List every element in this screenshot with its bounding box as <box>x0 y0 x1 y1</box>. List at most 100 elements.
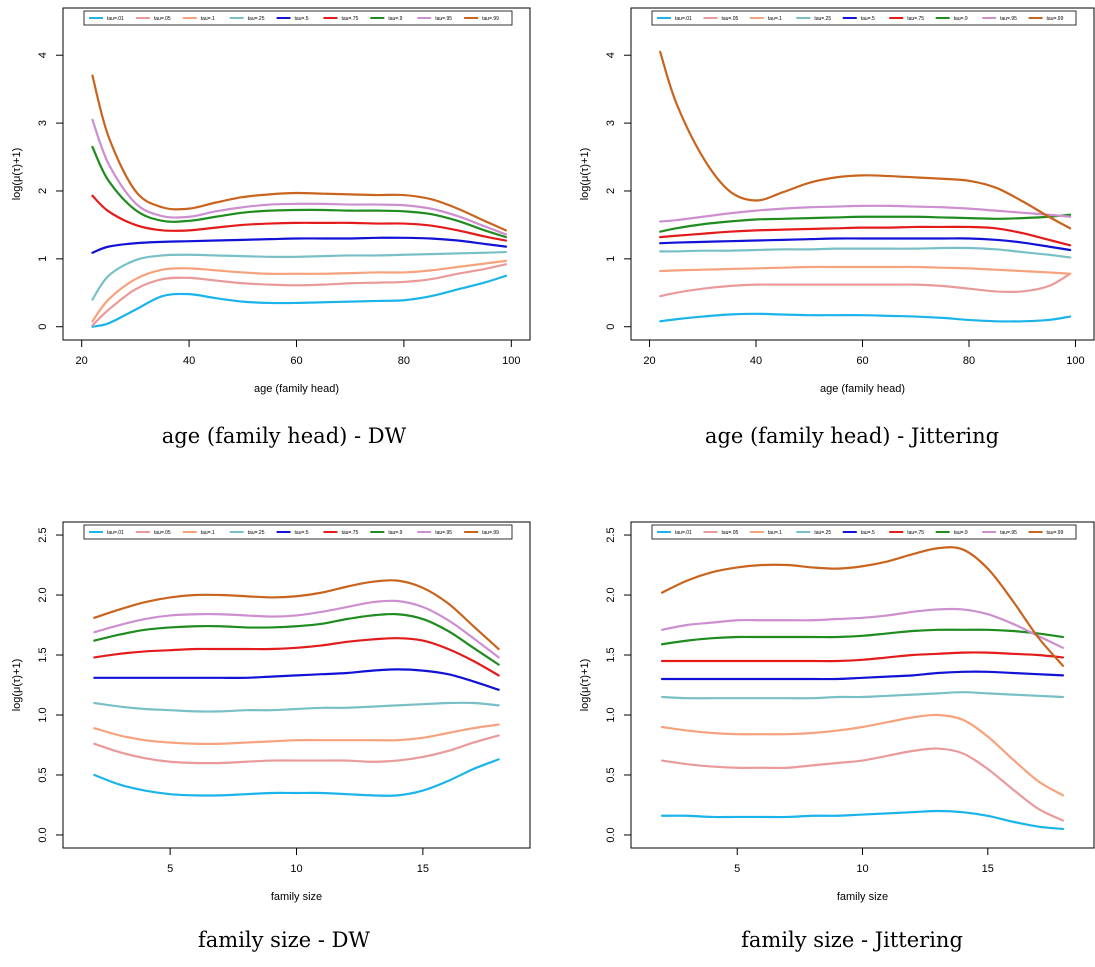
x-tick-label: 40 <box>183 355 195 367</box>
y-tick-label: 0.5 <box>605 767 617 782</box>
legend-label: tau=.05 <box>721 530 738 536</box>
y-tick-label: 3 <box>37 120 49 126</box>
y-tick-label: 0 <box>37 324 49 330</box>
y-tick-label: 2.5 <box>37 527 49 542</box>
legend-label: tau=.1 <box>201 530 215 536</box>
x-axis-label: family size <box>271 891 322 903</box>
legend-label: tau=.99 <box>482 530 499 536</box>
series-line-1 <box>659 312 1072 323</box>
legend-label: tau=.95 <box>1000 530 1017 536</box>
legend-label: tau=.99 <box>482 16 499 22</box>
x-axis-label: age (family head) <box>820 383 905 395</box>
series-line-8 <box>659 204 1072 223</box>
series-line-6 <box>660 651 1065 663</box>
legend-box <box>651 524 1077 540</box>
legend-label: tau=.75 <box>341 16 358 22</box>
x-tick-label: 15 <box>982 863 994 875</box>
legend-label: tau=.05 <box>154 16 171 22</box>
y-tick-label: 2.0 <box>37 587 49 602</box>
series-line-4 <box>659 246 1072 259</box>
x-axis-label: family size <box>837 891 888 903</box>
y-tick-label: 0.0 <box>37 827 49 842</box>
series-line-8 <box>660 607 1065 649</box>
series-line-9 <box>659 50 1072 230</box>
y-axis-label: log(μ(τ)+1) <box>11 659 23 712</box>
x-axis-label: age (family head) <box>254 383 339 395</box>
x-tick-label: 100 <box>502 355 520 367</box>
chart-panel-4: 5 10 15 0.0 0.5 1.0 1.5 2.0 2.5 family size log(μ(… <box>579 521 1095 903</box>
x-tick-label: 40 <box>750 355 762 367</box>
series-line-9 <box>93 579 500 651</box>
x-tick-label: 60 <box>856 355 868 367</box>
y-tick-label: 3 <box>605 120 617 126</box>
series-line-4 <box>93 701 500 713</box>
y-tick-label: 4 <box>37 52 49 58</box>
legend-label: tau=.75 <box>341 530 358 536</box>
series-line-3 <box>91 259 508 323</box>
legend-label: tau=.01 <box>107 530 124 536</box>
x-tick-label: 10 <box>856 863 868 875</box>
x-tick-label: 100 <box>1066 355 1084 367</box>
y-tick-label: 1.5 <box>37 647 49 662</box>
legend-label: tau=.01 <box>675 16 692 22</box>
legend-label: tau=.9 <box>954 530 968 536</box>
legend-label: tau=.25 <box>814 16 831 22</box>
y-tick-label: 2.5 <box>605 527 617 542</box>
series-line-5 <box>659 237 1072 252</box>
x-tick-label: 5 <box>167 863 173 875</box>
legend-box <box>83 10 513 26</box>
series-line-3 <box>660 713 1065 797</box>
series-group <box>659 50 1072 323</box>
caption-age-dw: age (family head) - DW <box>161 424 407 448</box>
x-tick-label: 20 <box>76 355 88 367</box>
legend-label: tau=.5 <box>295 530 309 536</box>
legend-label: tau=.75 <box>907 16 924 22</box>
series-group <box>660 546 1065 831</box>
series-line-1 <box>660 809 1065 831</box>
y-tick-label: 0.5 <box>37 767 49 782</box>
legend-label: tau=.01 <box>107 16 124 22</box>
chart-panel-1: 20 40 60 80 100 0 1 2 3 4 age (family head) log(μ(τ… <box>11 7 531 395</box>
y-tick-label: 0 <box>605 324 617 330</box>
caption-age-jittering: age (family head) - Jittering <box>704 424 1000 448</box>
series-line-3 <box>659 265 1072 275</box>
legend-label: tau=.5 <box>295 16 309 22</box>
legend-label: tau=.9 <box>388 530 402 536</box>
legend-label: tau=.25 <box>248 530 265 536</box>
y-tick-label: 2 <box>605 188 617 194</box>
legend-label: tau=.05 <box>721 16 738 22</box>
series-line-6 <box>91 194 508 242</box>
y-tick-label: 1 <box>37 256 49 262</box>
series-group <box>93 579 500 797</box>
series-group <box>91 74 508 328</box>
legend-label: tau=.05 <box>154 530 171 536</box>
series-line-6 <box>659 225 1072 247</box>
caption-familysize-jittering: family size - Jittering <box>741 928 963 952</box>
legend-label: tau=.1 <box>201 16 215 22</box>
series-line-2 <box>91 263 508 327</box>
series-line-2 <box>659 272 1072 298</box>
y-tick-label: 2 <box>37 188 49 194</box>
legend-label: tau=.25 <box>248 16 265 22</box>
legend-label: tau=.9 <box>388 16 402 22</box>
series-line-7 <box>660 628 1065 646</box>
legend-label: tau=.1 <box>768 16 782 22</box>
series-line-2 <box>93 734 500 765</box>
series-line-1 <box>93 758 500 797</box>
series-line-7 <box>93 612 500 666</box>
x-tick-label: 10 <box>290 863 302 875</box>
chart-panel-3: 5 10 15 0.0 0.5 1.0 1.5 2.0 2.5 family size log(μ(… <box>11 521 531 903</box>
series-line-7 <box>91 145 508 239</box>
series-line-5 <box>660 670 1065 681</box>
series-line-8 <box>91 118 508 236</box>
series-line-3 <box>93 723 500 746</box>
legend-label: tau=.95 <box>435 530 452 536</box>
series-line-9 <box>660 546 1065 667</box>
legend-label: tau=.01 <box>675 530 692 536</box>
legend-label: tau=.9 <box>954 16 968 22</box>
y-axis-label: log(μ(τ)+1) <box>579 148 591 201</box>
legend-label: tau=.5 <box>861 530 875 536</box>
series-line-4 <box>660 691 1065 700</box>
legend-box <box>651 10 1077 26</box>
